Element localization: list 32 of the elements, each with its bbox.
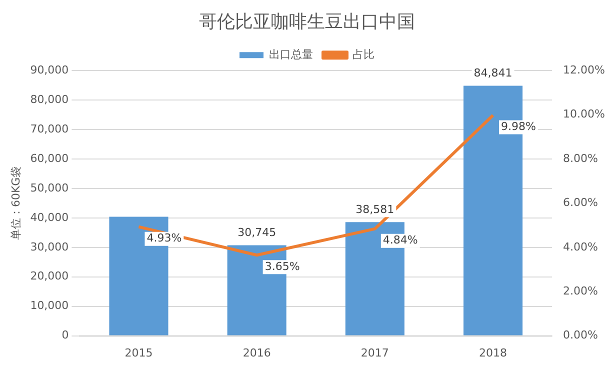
data-label: 30,745 — [238, 226, 276, 240]
y-tick-label: 20,000 — [30, 270, 69, 283]
y2-tick-label: 4.00% — [563, 240, 598, 254]
legend-label: 出口总量 — [269, 48, 313, 61]
data-label: 3.65% — [264, 260, 300, 273]
y2-tick-label: 12.00% — [563, 63, 606, 76]
y-tick-label: 0 — [62, 328, 69, 342]
y-tick-label: 80,000 — [30, 92, 69, 106]
y2-tick-label: 0.00% — [563, 328, 598, 342]
data-label: 38,581 — [356, 202, 394, 216]
x-tick-label: 2016 — [242, 346, 271, 360]
y-tick-label: 10,000 — [30, 299, 69, 312]
legend-label: 占比 — [352, 48, 374, 61]
data-label: 4.93% — [146, 232, 182, 245]
y2-tick-label: 2.00% — [563, 284, 598, 298]
y-tick-label: 50,000 — [30, 181, 69, 194]
data-label: 9.98% — [501, 120, 536, 134]
x-tick-label: 2017 — [360, 346, 389, 360]
y-tick-label: 30,000 — [30, 240, 69, 254]
data-label: 84,841 — [474, 66, 512, 80]
y2-tick-label: 8.00% — [563, 152, 598, 165]
y-axis-title: 单位：60KG袋 — [9, 166, 22, 240]
x-tick-label: 2018 — [479, 346, 508, 360]
y-tick-label: 40,000 — [30, 210, 69, 224]
y-tick-label: 90,000 — [30, 63, 69, 76]
y-tick-label: 60,000 — [30, 152, 69, 165]
chart-title: 哥伦比亚咖啡生豆出口中国 — [199, 11, 415, 32]
y2-tick-label: 6.00% — [563, 196, 598, 210]
x-tick-label: 2015 — [124, 346, 153, 360]
data-label: 4.84% — [382, 234, 418, 247]
y2-tick-label: 10.00% — [563, 108, 606, 121]
y-tick-label: 70,000 — [30, 122, 69, 136]
